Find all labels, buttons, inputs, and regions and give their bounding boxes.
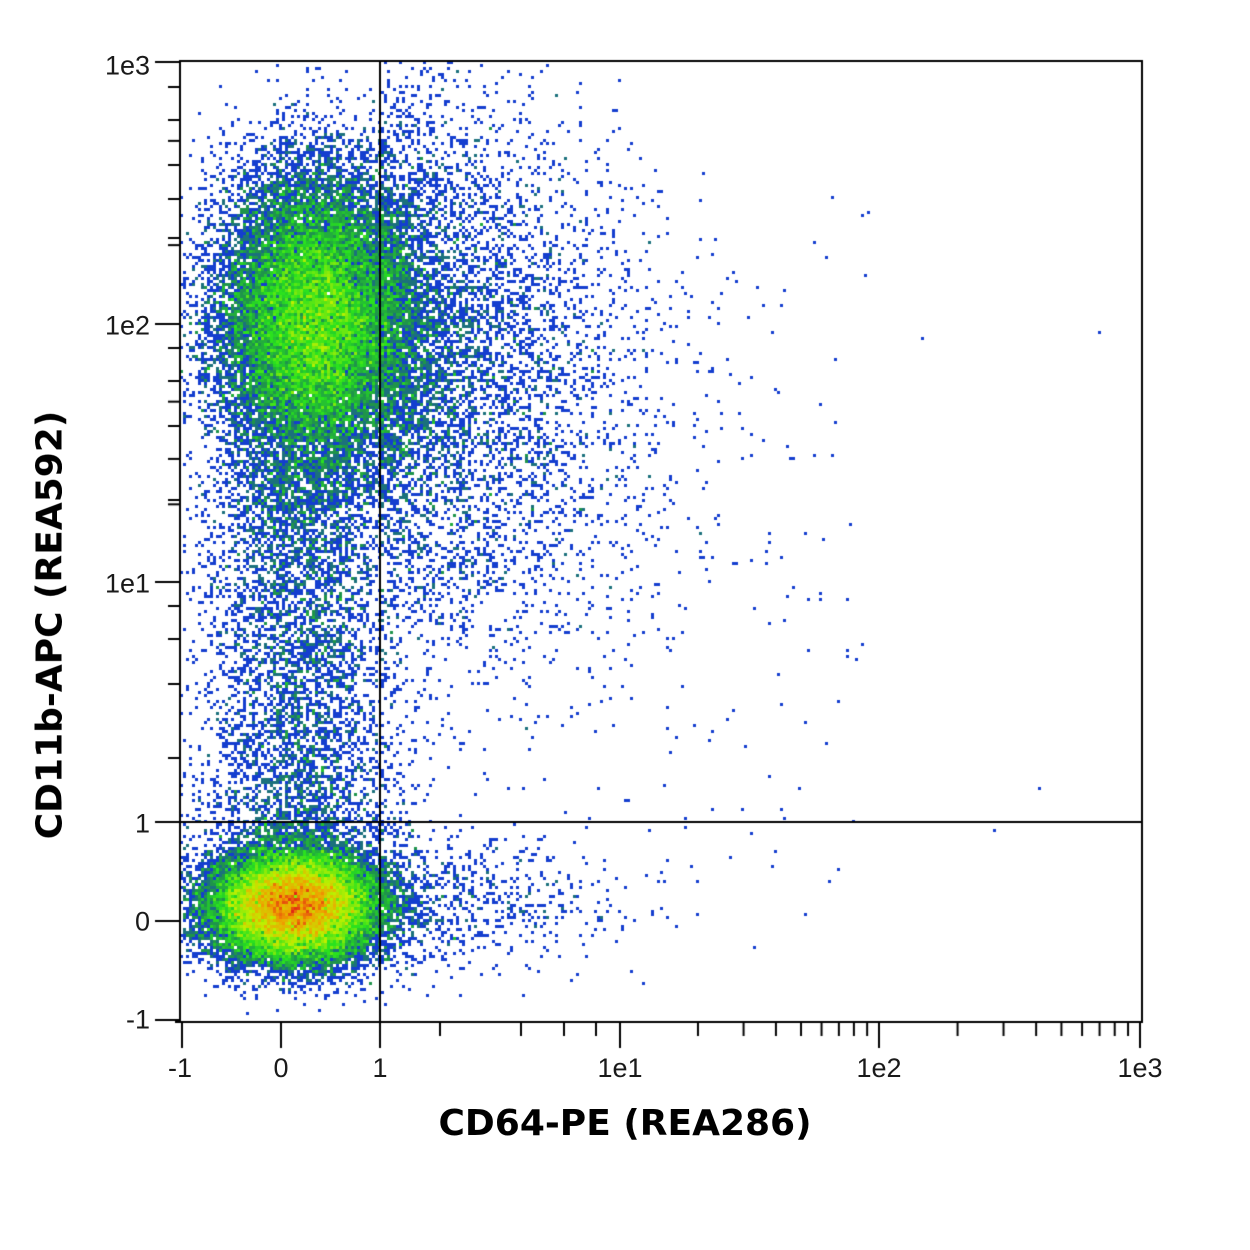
x-tick-minus1: -1 (167, 1053, 193, 1083)
x-tick-1: 1 (372, 1053, 388, 1083)
y-axis-title: CD11b-APC (REA592) (29, 410, 71, 840)
x-tick-0: 0 (273, 1053, 289, 1083)
y-tick-minus1: -1 (125, 1004, 150, 1035)
x-tick-1e2: 1e2 (856, 1053, 902, 1083)
y-tick-1: 1 (134, 808, 150, 839)
y-tick-1e2: 1e2 (104, 310, 150, 341)
y-tick-0: 0 (134, 906, 150, 937)
y-tick-1e3: 1e3 (104, 50, 150, 81)
y-tick-1e1: 1e1 (104, 568, 150, 599)
x-axis-title: CD64-PE (REA286) (438, 1103, 812, 1144)
x-tick-1e1: 1e1 (597, 1053, 643, 1083)
x-tick-1e3: 1e3 (1117, 1053, 1163, 1083)
